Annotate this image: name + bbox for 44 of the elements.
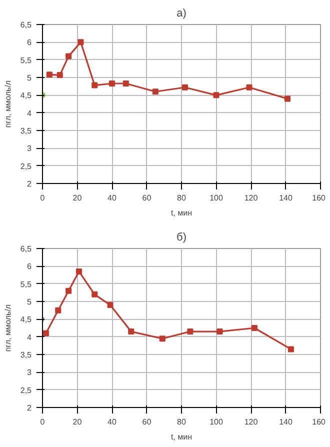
x-tick-label: 40 [108,418,117,426]
y-tick-label: 2,5 [20,386,32,395]
y-tick-label: 4 [27,332,32,342]
y-tick-label: 2,5 [20,162,32,171]
y-tick-label: 4,5 [20,91,32,100]
x-tick-label: 80 [177,418,186,426]
x-tick-label: 140 [279,418,293,426]
y-tick-label: 5,5 [20,56,32,65]
y-tick-label: 6,5 [20,244,32,254]
y-tick-label: 2 [27,404,32,412]
y-axis-title: пгл, ммоль/л [3,304,12,352]
y-tick-label: 6,5 [20,20,32,30]
x-tick-label: 0 [40,418,46,426]
x-tick-label: 100 [210,418,224,426]
y-tick-label: 5 [27,298,32,306]
y-tick-label: 5 [27,74,32,82]
x-tick-label: 40 [108,194,117,202]
x-tick-label: 0 [40,194,46,202]
y-tick-label: 4,5 [20,315,32,324]
y-tick-label: 2 [27,180,32,188]
x-tick-label: 60 [142,418,152,426]
y-tick-label: 6 [27,262,32,272]
chart-title: а) [176,8,186,20]
x-tick-label: 160 [312,194,326,202]
y-tick-label: 3,5 [20,350,32,360]
x-tick-label: 60 [142,194,152,202]
x-tick-label: 160 [312,418,326,426]
y-tick-label: 5,5 [20,280,32,289]
x-tick-label: 20 [72,194,82,202]
x-tick-label: 120 [244,418,258,426]
y-tick-label: 4 [27,108,32,118]
x-tick-label: 140 [279,194,293,202]
x-tick-label: 100 [210,194,224,202]
y-tick-label: 3 [27,144,32,154]
y-tick-label: 3 [27,368,32,378]
chart-title: б) [176,232,186,244]
y-axis-title: пгл, ммоль/л [3,80,12,128]
x-tick-label: 120 [244,194,258,202]
x-tick-label: 80 [177,194,186,202]
x-tick-label: 20 [72,418,82,426]
y-tick-label: 6 [27,38,32,48]
y-tick-label: 3,5 [20,126,32,136]
x-axis-title: t, мин [170,432,192,442]
x-axis-title: t, мин [170,208,192,218]
